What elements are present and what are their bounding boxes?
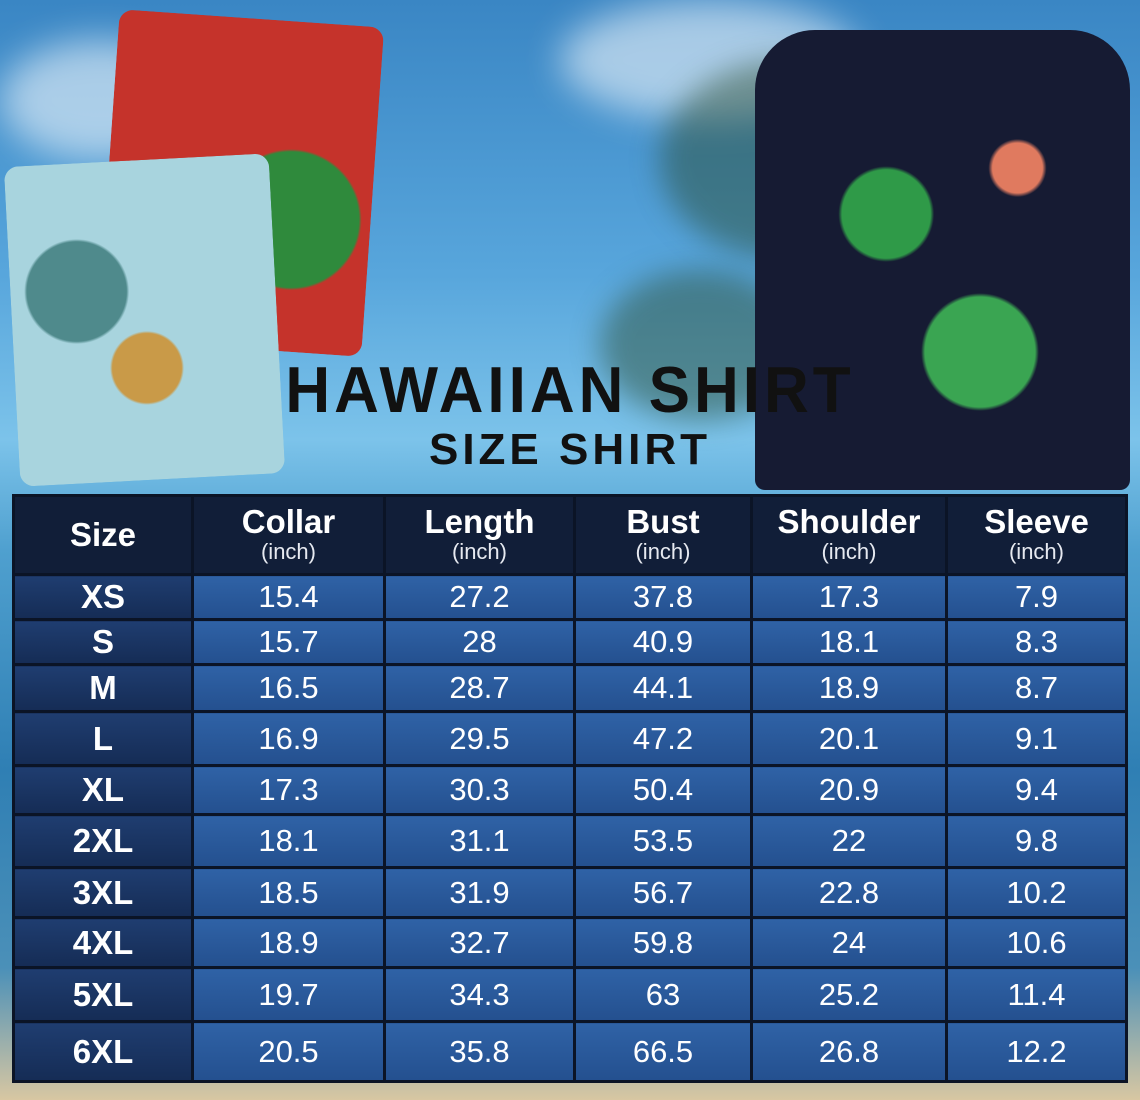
- measurement-cell: 18.9: [750, 663, 948, 713]
- measurement-cell: 26.8: [750, 1020, 948, 1083]
- table-row: M 16.5 28.7 44.1 18.9 8.7: [12, 663, 1128, 713]
- measurement-cell: 17.3: [191, 764, 386, 816]
- header-size: Size: [12, 494, 194, 576]
- table-row: 2XL 18.1 31.1 53.5 22 9.8: [12, 813, 1128, 869]
- measurement-cell: 28: [383, 618, 576, 666]
- table-row: 4XL 18.9 32.7 59.8 24 10.6: [12, 916, 1128, 969]
- table-row: L 16.9 29.5 47.2 20.1 9.1: [12, 710, 1128, 767]
- measurement-cell: 29.5: [383, 710, 576, 767]
- header-label: Bust: [626, 503, 700, 540]
- measurement-cell: 8.3: [945, 618, 1128, 666]
- page-title: HAWAIIAN SHIRT: [285, 354, 855, 427]
- header-label: Collar: [241, 503, 336, 540]
- header-label: Shoulder: [777, 503, 921, 540]
- table-header-row: Size Collar (inch) Length (inch) Bust (inch…: [12, 494, 1128, 576]
- header-bust: Bust (inch): [573, 494, 753, 576]
- header-unit: (inch): [821, 539, 877, 564]
- measurement-cell: 22: [750, 813, 948, 869]
- measurement-cell: 16.9: [191, 710, 386, 767]
- model-flamingo-shirt-image: [755, 30, 1130, 490]
- measurement-cell: 25.2: [750, 966, 948, 1023]
- header-label: Sleeve: [984, 503, 1089, 540]
- table-row: S 15.7 28 40.9 18.1 8.3: [12, 618, 1128, 666]
- measurement-cell: 63: [573, 966, 753, 1023]
- header-sleeve: Sleeve (inch): [945, 494, 1128, 576]
- header-label: Size: [69, 516, 137, 553]
- size-cell: 5XL: [12, 966, 194, 1023]
- measurement-cell: 15.4: [191, 573, 386, 621]
- measurement-cell: 7.9: [945, 573, 1128, 621]
- size-cell: S: [12, 618, 194, 666]
- header-unit: (inch): [451, 539, 507, 564]
- measurement-cell: 9.1: [945, 710, 1128, 767]
- measurement-cell: 44.1: [573, 663, 753, 713]
- measurement-cell: 37.8: [573, 573, 753, 621]
- measurement-cell: 19.7: [191, 966, 386, 1023]
- measurement-cell: 56.7: [573, 866, 753, 919]
- size-cell: 6XL: [12, 1020, 194, 1083]
- measurement-cell: 20.1: [750, 710, 948, 767]
- header-label: Length: [424, 503, 535, 540]
- measurement-cell: 17.3: [750, 573, 948, 621]
- measurement-cell: 12.2: [945, 1020, 1128, 1083]
- measurement-cell: 18.1: [750, 618, 948, 666]
- table-row: 6XL 20.5 35.8 66.5 26.8 12.2: [12, 1020, 1128, 1083]
- measurement-cell: 18.1: [191, 813, 386, 869]
- measurement-cell: 66.5: [573, 1020, 753, 1083]
- measurement-cell: 59.8: [573, 916, 753, 969]
- size-cell: 4XL: [12, 916, 194, 969]
- measurement-cell: 24: [750, 916, 948, 969]
- page-subtitle: SIZE SHIRT: [428, 425, 712, 474]
- measurement-cell: 35.8: [383, 1020, 576, 1083]
- measurement-cell: 20.5: [191, 1020, 386, 1083]
- header-unit: (inch): [260, 539, 316, 564]
- header-length: Length (inch): [383, 494, 576, 576]
- size-cell: 2XL: [12, 813, 194, 869]
- measurement-cell: 30.3: [383, 764, 576, 816]
- measurement-cell: 50.4: [573, 764, 753, 816]
- measurement-cell: 20.9: [750, 764, 948, 816]
- size-cell: L: [12, 710, 194, 767]
- measurement-cell: 15.7: [191, 618, 386, 666]
- size-cell: XL: [12, 764, 194, 816]
- measurement-cell: 47.2: [573, 710, 753, 767]
- measurement-cell: 34.3: [383, 966, 576, 1023]
- measurement-cell: 9.4: [945, 764, 1128, 816]
- measurement-cell: 16.5: [191, 663, 386, 713]
- size-cell: M: [12, 663, 194, 713]
- size-cell: XS: [12, 573, 194, 621]
- measurement-cell: 18.5: [191, 866, 386, 919]
- measurement-cell: 8.7: [945, 663, 1128, 713]
- measurement-cell: 11.4: [945, 966, 1128, 1023]
- table-row: 5XL 19.7 34.3 63 25.2 11.4: [12, 966, 1128, 1023]
- measurement-cell: 9.8: [945, 813, 1128, 869]
- header-unit: (inch): [635, 539, 691, 564]
- table-row: XS 15.4 27.2 37.8 17.3 7.9: [12, 573, 1128, 621]
- measurement-cell: 22.8: [750, 866, 948, 919]
- measurement-cell: 32.7: [383, 916, 576, 969]
- header-unit: (inch): [1008, 539, 1064, 564]
- size-cell: 3XL: [12, 866, 194, 919]
- table-row: XL 17.3 30.3 50.4 20.9 9.4: [12, 764, 1128, 816]
- measurement-cell: 10.6: [945, 916, 1128, 969]
- measurement-cell: 18.9: [191, 916, 386, 969]
- measurement-cell: 28.7: [383, 663, 576, 713]
- measurement-cell: 53.5: [573, 813, 753, 869]
- measurement-cell: 27.2: [383, 573, 576, 621]
- table-row: 3XL 18.5 31.9 56.7 22.8 10.2: [12, 866, 1128, 919]
- header-shoulder: Shoulder (inch): [750, 494, 948, 576]
- header-collar: Collar (inch): [191, 494, 386, 576]
- measurement-cell: 31.9: [383, 866, 576, 919]
- measurement-cell: 40.9: [573, 618, 753, 666]
- measurement-cell: 31.1: [383, 813, 576, 869]
- size-chart-table: Size Collar (inch) Length (inch) Bust (inch…: [12, 494, 1128, 1083]
- measurement-cell: 10.2: [945, 866, 1128, 919]
